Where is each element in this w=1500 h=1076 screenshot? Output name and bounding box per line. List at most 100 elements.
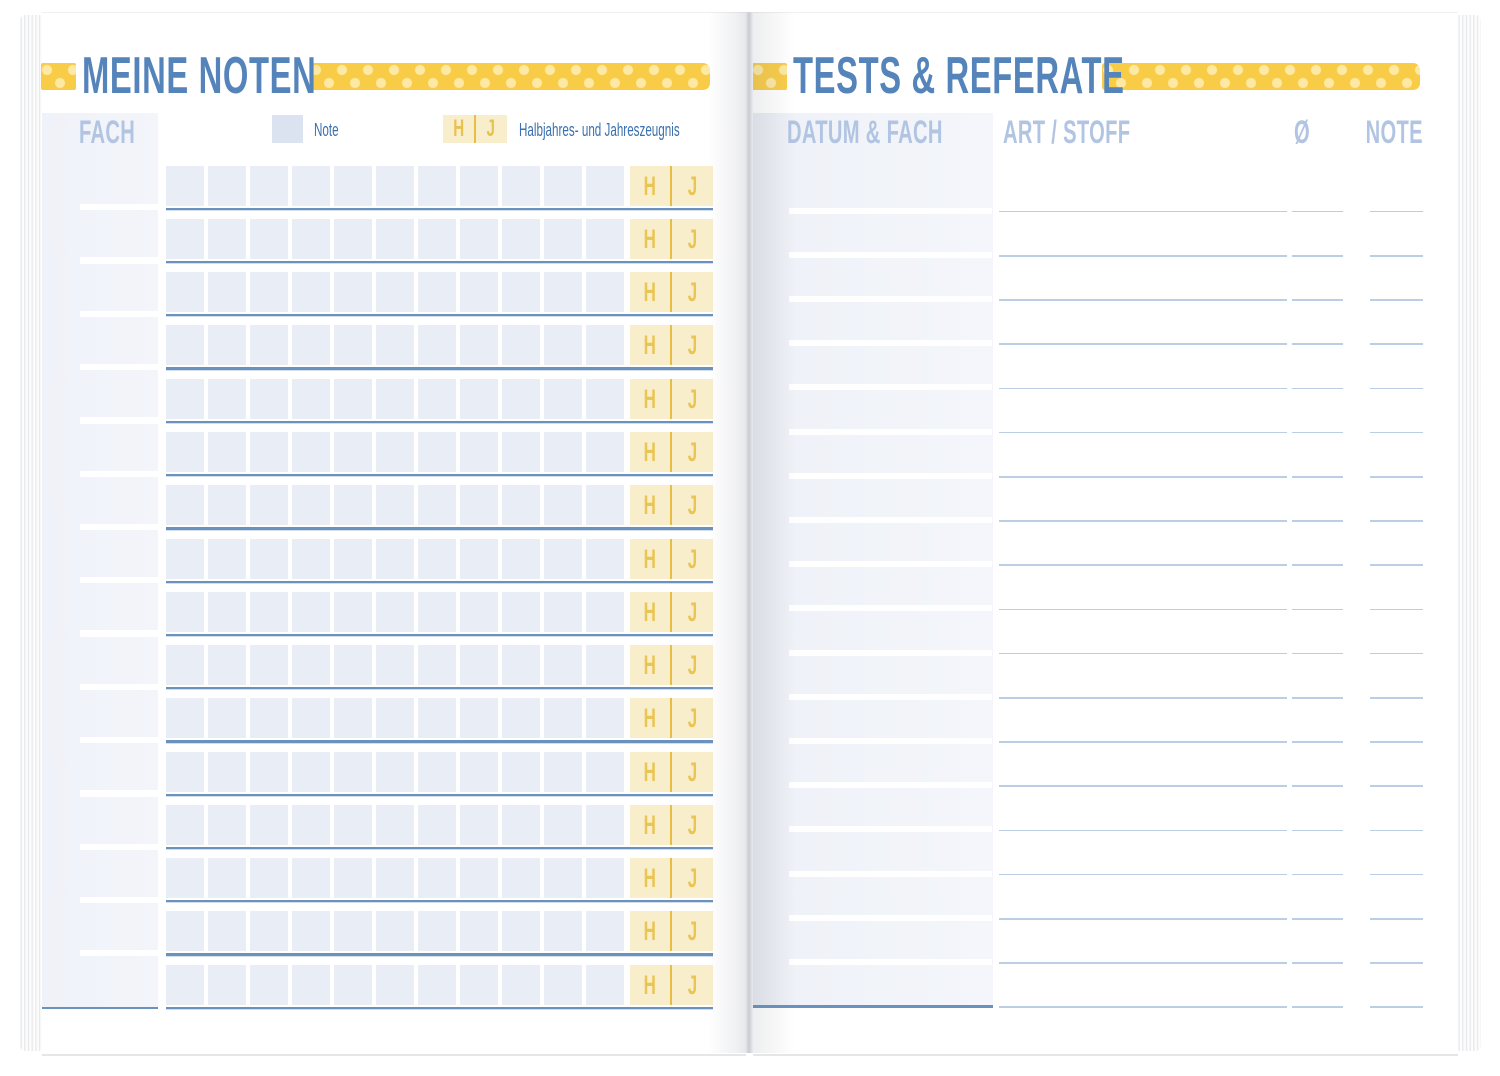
entry-line-average: [1292, 696, 1343, 699]
entry-line-art-stoff: [999, 696, 1287, 699]
entry-line-average: [1292, 652, 1343, 655]
note-cell: [165, 804, 204, 845]
entry-line-art-stoff: [999, 475, 1287, 478]
note-cell: [501, 431, 541, 472]
entry-line-art-stoff: [999, 520, 1287, 522]
datum-column-separator: [789, 826, 992, 833]
note-cell: [459, 751, 498, 792]
entry-line-note: [1370, 873, 1423, 876]
grade-j-cell: J: [672, 645, 712, 685]
datum-column-separator: [789, 737, 992, 745]
note-cell: [544, 591, 583, 632]
entry-line-average: [1292, 917, 1343, 920]
entry-line-note: [1370, 917, 1423, 920]
grade-h-cell: H: [630, 539, 670, 579]
note-cell: [207, 431, 246, 472]
note-cell: [459, 538, 498, 579]
grade-cell-divider: [670, 165, 673, 206]
grade-j-letter: J: [687, 703, 698, 734]
fach-column-separator: [80, 363, 158, 371]
grade-h-cell: H: [630, 485, 670, 525]
note-cell: [501, 165, 541, 206]
hj-legend-h-letter: H: [452, 114, 464, 142]
grade-cell-divider: [670, 804, 673, 845]
note-cell: [459, 165, 498, 206]
grade-j-cell: J: [672, 698, 712, 738]
grade-j-letter: J: [687, 809, 698, 840]
note-cell: [586, 911, 625, 952]
note-cell: [333, 964, 372, 1005]
note-cell: [249, 858, 288, 899]
fach-column-separator: [80, 630, 158, 637]
fach-column-separator: [80, 523, 158, 531]
datum-column-separator: [789, 782, 992, 789]
note-cell: [207, 964, 246, 1005]
note-cell: [291, 431, 330, 472]
note-cell: [417, 272, 456, 313]
note-cell: [586, 485, 625, 526]
note-cell: [375, 538, 414, 579]
grade-cell-divider: [670, 698, 673, 739]
grade-cell-divider: [670, 485, 673, 526]
note-cell: [291, 591, 330, 632]
note-cell: [333, 218, 372, 259]
grade-cell-divider: [670, 964, 673, 1005]
entry-line-art-stoff: [999, 829, 1287, 832]
note-cell: [501, 325, 541, 366]
note-cell: [586, 751, 625, 792]
entry-line-art-stoff: [999, 1006, 1287, 1009]
note-cell: [333, 858, 372, 899]
grade-j-cell: J: [672, 592, 712, 632]
note-cell: [544, 964, 583, 1005]
note-cell: [165, 591, 204, 632]
note-cell: [291, 272, 330, 313]
note-cell: [207, 218, 246, 259]
note-cell: [417, 165, 456, 206]
grade-j-cell: J: [672, 272, 712, 312]
entry-line-note: [1370, 608, 1423, 611]
grade-j-cell: J: [672, 805, 712, 845]
note-cell: [291, 804, 330, 845]
row-underline: [165, 1006, 713, 1010]
note-cell: [249, 964, 288, 1005]
note-cell: [249, 165, 288, 206]
left-page-title-text: MEINE NOTEN: [82, 47, 317, 105]
note-legend-label-text: Note: [314, 119, 339, 140]
note-cell: [586, 538, 625, 579]
fach-column-separator: [80, 310, 158, 318]
note-cell: [291, 538, 330, 579]
datum-column-separator: [789, 958, 992, 966]
page-stack-edge-right: [1458, 15, 1481, 1051]
note-cell: [207, 804, 246, 845]
entry-line-note: [1370, 431, 1423, 434]
note-cell: [459, 804, 498, 845]
entry-line-note: [1370, 475, 1423, 478]
note-cell: [333, 538, 372, 579]
datum-column-separator: [789, 561, 992, 568]
note-cell: [586, 698, 625, 739]
grade-j-letter: J: [687, 650, 698, 680]
grade-h-letter: H: [644, 543, 657, 574]
grade-j-cell: J: [672, 485, 712, 525]
grade-h-letter: H: [644, 969, 657, 1000]
fach-column-separator: [80, 896, 158, 904]
fach-column-header-text: FACH: [79, 114, 136, 150]
note-cell: [207, 911, 246, 952]
entry-line-art-stoff: [999, 343, 1287, 346]
grade-h-cell: H: [630, 965, 670, 1005]
grade-j-letter: J: [687, 543, 698, 574]
note-header-text: NOTE: [1365, 114, 1423, 150]
note-cell: [165, 538, 204, 579]
note-cell: [291, 218, 330, 259]
grade-h-letter: H: [644, 223, 657, 254]
grade-h-letter: H: [644, 277, 657, 308]
note-cell: [501, 591, 541, 632]
note-cell: [249, 698, 288, 739]
fach-column-separator: [80, 204, 158, 211]
grade-h-cell: H: [630, 752, 670, 792]
entry-line-average: [1292, 962, 1343, 964]
note-cell: [544, 911, 583, 952]
note-cell: [417, 431, 456, 472]
